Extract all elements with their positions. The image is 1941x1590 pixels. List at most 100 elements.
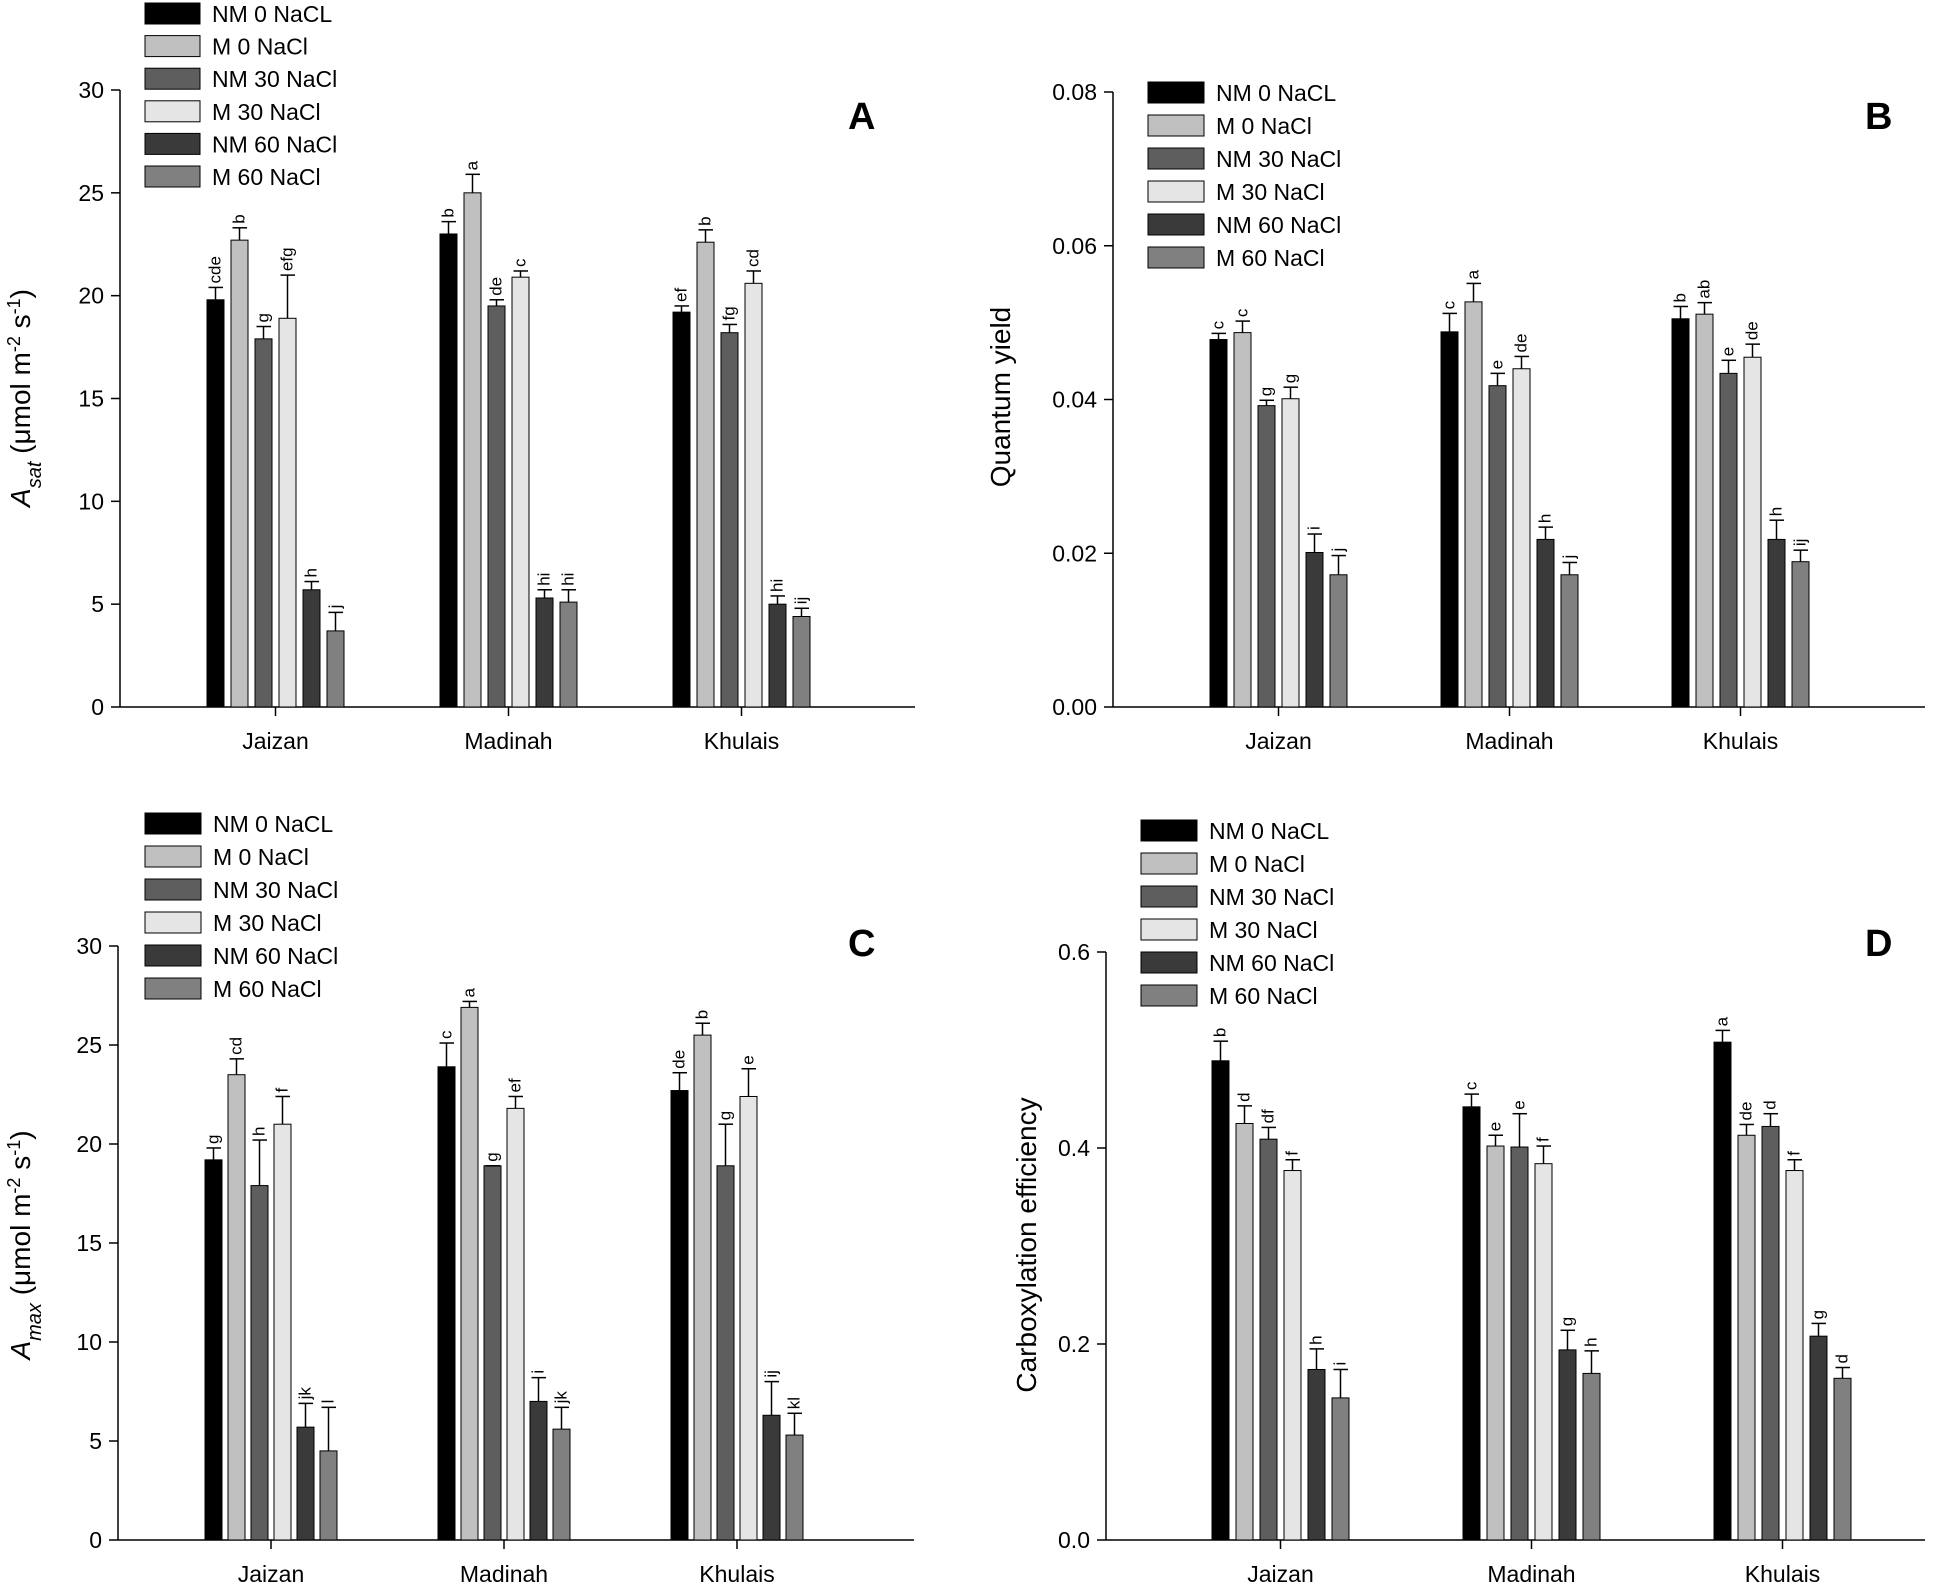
significance-letter: df	[1259, 1109, 1278, 1123]
legend-swatch	[1147, 114, 1205, 137]
significance-letter: h	[1767, 507, 1786, 516]
y-tick-label: 0.06	[1052, 233, 1097, 259]
bar	[1440, 331, 1459, 708]
y-tick-label: 25	[76, 1032, 102, 1058]
y-axis-title-part: (μmol m	[5, 352, 36, 461]
significance-letter: g	[1257, 387, 1276, 396]
significance-letter: e	[1510, 1100, 1529, 1109]
significance-letter: g	[483, 1152, 502, 1161]
significance-letter: de	[1737, 1102, 1756, 1121]
y-tick-label: 0.4	[1058, 1135, 1090, 1161]
bar	[1510, 1146, 1529, 1541]
legend-swatch	[1140, 984, 1198, 1007]
x-tick-label: Jaizan	[1247, 1561, 1313, 1587]
bar	[296, 1426, 315, 1541]
legend-label: M 30 NaCl	[213, 910, 322, 936]
y-axis-title-part: max	[24, 1302, 46, 1341]
legend-label: NM 30 NaCl	[1209, 884, 1334, 910]
bar	[1329, 574, 1348, 708]
legend-label: NM 30 NaCl	[1216, 146, 1341, 172]
significance-letter: hi	[535, 573, 554, 586]
significance-letter: jk	[552, 1391, 571, 1405]
bar	[1713, 1041, 1732, 1541]
legend-swatch	[144, 35, 201, 58]
y-axis-title: Amax (μmol m-2 s-1)	[4, 1130, 46, 1361]
x-tick-label: Jaizan	[238, 1561, 304, 1587]
bar	[463, 192, 482, 708]
significance-letter: b	[1671, 293, 1690, 302]
significance-letter: e	[739, 1055, 758, 1064]
legend-label: M 0 NaCl	[1216, 113, 1312, 139]
significance-letter: b	[696, 216, 715, 225]
significance-letter: g	[716, 1111, 735, 1120]
significance-letter: a	[1464, 269, 1483, 279]
significance-letter: d	[1833, 1354, 1852, 1363]
y-axis-title-part: )	[5, 289, 36, 298]
y-tick-label: 15	[78, 386, 104, 412]
significance-letter: j	[1560, 555, 1579, 560]
legend-swatch	[1147, 81, 1205, 104]
significance-letter: ij	[762, 1370, 781, 1378]
significance-letter: d	[1235, 1092, 1254, 1101]
bar	[720, 332, 739, 708]
x-tick-label: Madinah	[464, 728, 552, 754]
significance-letter: f	[1534, 1137, 1553, 1142]
significance-letter: fg	[720, 306, 739, 320]
significance-letter: hi	[768, 579, 787, 592]
bar	[1305, 551, 1324, 708]
bar	[762, 1414, 781, 1541]
significance-letter: ab	[1695, 280, 1714, 299]
significance-letter: ef	[672, 287, 691, 301]
x-tick-label: Jaizan	[242, 728, 308, 754]
bar	[1809, 1335, 1828, 1541]
y-tick-label: 30	[76, 933, 102, 959]
y-tick-label: 25	[78, 180, 104, 206]
significance-letter: h	[302, 568, 321, 577]
panel-d: 0.00.20.40.6JaizanbddffhiMadinahceefghKh…	[1011, 818, 1925, 1587]
bar	[1582, 1372, 1601, 1541]
y-axis-title-part: s	[5, 1156, 36, 1178]
significance-letter: i	[529, 1370, 548, 1374]
bar	[1558, 1349, 1577, 1541]
bar	[204, 1159, 223, 1541]
y-axis-title-part: -1	[4, 298, 24, 314]
legend-swatch	[144, 2, 201, 25]
significance-letter: j	[326, 605, 345, 610]
bar	[768, 603, 787, 708]
legend-swatch	[144, 911, 202, 934]
legend-swatch	[1147, 246, 1205, 269]
bar	[1488, 385, 1507, 708]
significance-letter: ef	[506, 1078, 525, 1092]
significance-letter: h	[1582, 1337, 1601, 1346]
bar	[1833, 1377, 1852, 1541]
significance-letter: f	[1283, 1151, 1302, 1156]
bar	[1761, 1125, 1780, 1541]
panel-letter: B	[1865, 96, 1892, 138]
legend-label: NM 0 NaCL	[213, 811, 333, 837]
y-tick-label: 0	[91, 694, 104, 720]
bar	[1695, 313, 1714, 708]
significance-letter: c	[511, 258, 530, 267]
significance-letter: de	[487, 277, 506, 296]
bar	[1283, 1170, 1302, 1541]
bar	[744, 282, 763, 708]
bar	[230, 239, 249, 708]
bar	[1211, 1060, 1230, 1541]
significance-letter: c	[437, 1030, 456, 1039]
bar	[1462, 1106, 1481, 1541]
significance-letter: l	[319, 1400, 338, 1404]
y-axis-title-part: -1	[4, 1140, 24, 1156]
y-tick-label: 0.02	[1052, 540, 1097, 566]
y-tick-label: 30	[78, 77, 104, 103]
bar	[1743, 356, 1762, 708]
legend-label: NM 60 NaCl	[1216, 212, 1341, 238]
significance-letter: de	[1512, 334, 1531, 353]
bar	[552, 1428, 571, 1541]
bar	[739, 1095, 758, 1541]
legend-label: M 0 NaCl	[213, 844, 309, 870]
legend-swatch	[144, 944, 202, 967]
legend-label: M 30 NaCl	[1209, 917, 1318, 943]
y-axis-title-part: sat	[24, 460, 46, 488]
y-tick-label: 0.2	[1058, 1331, 1090, 1357]
bar	[785, 1434, 804, 1541]
